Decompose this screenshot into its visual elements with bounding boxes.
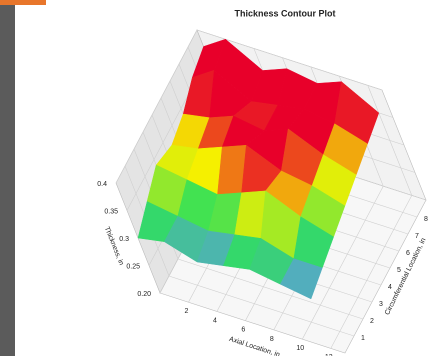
y-tick-label: 6 xyxy=(406,250,410,257)
y-tick-label: 5 xyxy=(397,267,401,274)
x-tick-label: 6 xyxy=(241,327,245,334)
z-tick-label: 0.35 xyxy=(104,208,118,215)
y-tick-label: 3 xyxy=(379,301,383,308)
z-tick-label: 0.25 xyxy=(126,263,140,270)
chart-title: Thickness Contour Plot xyxy=(234,8,335,18)
z-tick-label: 0.4 xyxy=(97,181,107,188)
side-strip xyxy=(0,0,15,356)
y-tick-label: 2 xyxy=(370,318,374,325)
x-tick-label: 8 xyxy=(270,336,274,343)
z-tick-label: 0.20 xyxy=(137,291,151,298)
plot-area: 24681012123456780.200.250.30.350.4Axial … xyxy=(97,29,428,356)
y-tick-label: 1 xyxy=(361,335,365,342)
x-tick-label: 2 xyxy=(185,308,189,315)
x-tick-label: 12 xyxy=(325,354,333,356)
y-tick-label: 7 xyxy=(415,233,419,240)
top-accent xyxy=(0,0,46,5)
surface-patch xyxy=(280,258,323,300)
z-tick-label: 0.3 xyxy=(119,236,129,243)
y-tick-label: 8 xyxy=(424,216,428,223)
x-tick-label: 10 xyxy=(296,345,304,352)
x-tick-label: 4 xyxy=(213,317,217,324)
grid-line xyxy=(115,29,383,184)
y-tick-label: 4 xyxy=(388,284,392,291)
